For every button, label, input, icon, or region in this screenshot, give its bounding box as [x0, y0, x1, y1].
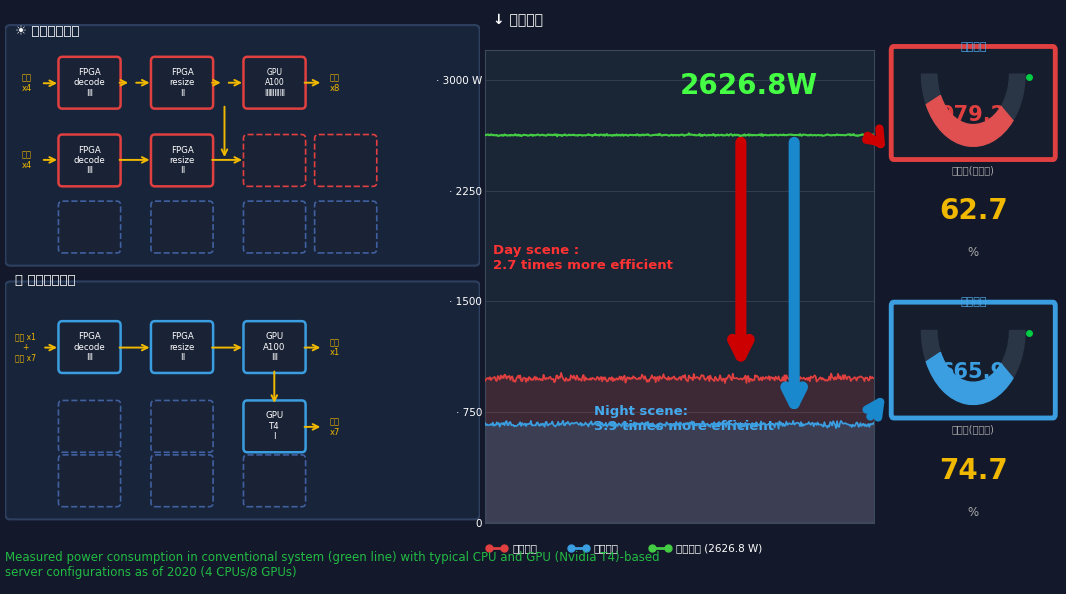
- Text: Night scene:
3.9 times more efficient: Night scene: 3.9 times more efficient: [594, 405, 774, 433]
- Text: 74.7: 74.7: [939, 457, 1007, 485]
- Text: W: W: [968, 130, 979, 143]
- FancyBboxPatch shape: [151, 400, 213, 452]
- FancyBboxPatch shape: [243, 201, 306, 253]
- Text: 従来技術 (2626.8 W): 従来技術 (2626.8 W): [676, 543, 762, 553]
- Text: 高度 x1
+
軽量 x7: 高度 x1 + 軽量 x7: [15, 333, 36, 362]
- FancyBboxPatch shape: [243, 321, 306, 373]
- Text: ☀ 昼シーン推論: ☀ 昼シーン推論: [15, 25, 79, 38]
- FancyBboxPatch shape: [243, 134, 306, 187]
- FancyBboxPatch shape: [59, 57, 120, 109]
- FancyBboxPatch shape: [59, 134, 120, 187]
- FancyBboxPatch shape: [314, 134, 376, 187]
- Text: FPGA
decode
Ⅲ: FPGA decode Ⅲ: [74, 68, 106, 97]
- Wedge shape: [926, 352, 1013, 405]
- Text: 高度
x4: 高度 x4: [21, 150, 32, 170]
- Text: 高度
x1: 高度 x1: [329, 338, 340, 357]
- FancyBboxPatch shape: [59, 201, 120, 253]
- Text: GPU
T4
Ⅰ: GPU T4 Ⅰ: [265, 412, 284, 441]
- Wedge shape: [921, 74, 1025, 146]
- FancyBboxPatch shape: [243, 57, 306, 109]
- Text: 2626.8W: 2626.8W: [680, 72, 818, 100]
- FancyBboxPatch shape: [891, 46, 1055, 160]
- Text: %: %: [968, 507, 979, 519]
- Text: 削減率(従来比): 削減率(従来比): [952, 165, 995, 175]
- Text: FPGA
decode
Ⅲ: FPGA decode Ⅲ: [74, 146, 106, 175]
- Wedge shape: [926, 96, 1013, 146]
- FancyBboxPatch shape: [59, 455, 120, 507]
- Wedge shape: [921, 330, 1025, 405]
- FancyBboxPatch shape: [59, 321, 120, 373]
- Text: FPGA
decode
Ⅲ: FPGA decode Ⅲ: [74, 332, 106, 362]
- FancyBboxPatch shape: [891, 302, 1055, 418]
- FancyBboxPatch shape: [314, 201, 376, 253]
- Text: 軽量
x7: 軽量 x7: [329, 417, 340, 437]
- Text: 高度
x4: 高度 x4: [21, 74, 32, 93]
- Text: GPU
A100
ⅢⅢⅢⅢ: GPU A100 ⅢⅢⅢⅢ: [264, 68, 285, 97]
- FancyBboxPatch shape: [151, 57, 213, 109]
- Text: 62.7: 62.7: [939, 197, 1007, 225]
- Text: 昼シーン: 昼シーン: [960, 42, 986, 52]
- Text: ＼ 夜シーン推論: ＼ 夜シーン推論: [15, 274, 76, 286]
- FancyBboxPatch shape: [151, 321, 213, 373]
- Text: 665.9: 665.9: [940, 362, 1006, 383]
- Text: W: W: [968, 388, 979, 401]
- Text: 夜シーン: 夜シーン: [594, 543, 619, 553]
- Text: FPGA
resize
Ⅱ: FPGA resize Ⅱ: [169, 146, 195, 175]
- FancyBboxPatch shape: [243, 455, 306, 507]
- Text: Day scene :
2.7 times more efficient: Day scene : 2.7 times more efficient: [492, 244, 673, 272]
- Text: GPU
A100
Ⅲ: GPU A100 Ⅲ: [263, 332, 286, 362]
- FancyBboxPatch shape: [5, 282, 480, 519]
- Text: 昼シーン: 昼シーン: [513, 543, 537, 553]
- Text: Measured power consumption in conventional system (green line) with typical CPU : Measured power consumption in convention…: [5, 551, 660, 579]
- Text: 削減率(従来比): 削減率(従来比): [952, 424, 995, 434]
- FancyBboxPatch shape: [243, 400, 306, 452]
- Text: 高度
x8: 高度 x8: [329, 74, 340, 93]
- FancyBboxPatch shape: [59, 400, 120, 452]
- FancyBboxPatch shape: [151, 201, 213, 253]
- FancyBboxPatch shape: [151, 455, 213, 507]
- Text: %: %: [968, 246, 979, 258]
- Text: ↓ 消費電力: ↓ 消費電力: [492, 13, 543, 27]
- Text: 夜シーン: 夜シーン: [960, 297, 986, 307]
- Text: FPGA
resize
Ⅱ: FPGA resize Ⅱ: [169, 68, 195, 97]
- Text: 979.2: 979.2: [940, 105, 1006, 125]
- Text: FPGA
resize
Ⅱ: FPGA resize Ⅱ: [169, 332, 195, 362]
- FancyBboxPatch shape: [151, 134, 213, 187]
- FancyBboxPatch shape: [5, 25, 480, 266]
